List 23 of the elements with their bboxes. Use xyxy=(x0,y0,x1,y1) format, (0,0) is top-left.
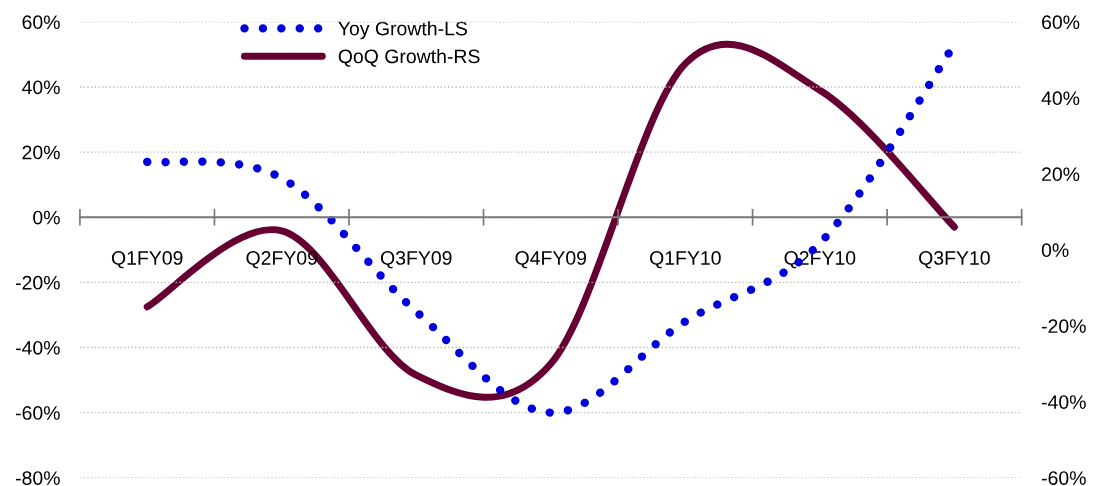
y2-tick-label: 40% xyxy=(1041,91,1080,106)
x-tick-label: Q2FY09 xyxy=(246,251,318,269)
y2-tick-label: 20% xyxy=(1042,167,1080,182)
y2-tick-label: -40% xyxy=(1041,395,1086,409)
x-tick-label: Q1FY10 xyxy=(650,251,721,269)
y-tick-label: -20% xyxy=(15,275,60,290)
y2-tick-label: 0% xyxy=(1041,243,1069,258)
x-tick-label: Q4FY09 xyxy=(515,251,587,269)
x-tick-label: Q3FY09 xyxy=(380,251,452,269)
y-tick-label: 20% xyxy=(22,145,60,160)
y2-tick-label: -20% xyxy=(1041,319,1086,334)
y-tick-label: 40% xyxy=(22,80,60,95)
y-tick-label: -60% xyxy=(15,406,60,420)
y2-tick-label: -60% xyxy=(1041,471,1086,485)
y-tick-label: 60% xyxy=(22,15,60,30)
y2-tick-label: 60% xyxy=(1042,15,1080,30)
x-tick-label: Q3FY10 xyxy=(919,251,990,269)
y-tick-label: 0% xyxy=(33,210,60,225)
y-tick-label: -40% xyxy=(15,340,60,355)
x-tick-label: Q1FY09 xyxy=(111,251,183,269)
y-tick-label: -80% xyxy=(15,471,60,485)
legend-label: Yoy Growth-LS xyxy=(338,21,467,40)
legend-label: QoQ Growth-RS xyxy=(338,48,480,67)
